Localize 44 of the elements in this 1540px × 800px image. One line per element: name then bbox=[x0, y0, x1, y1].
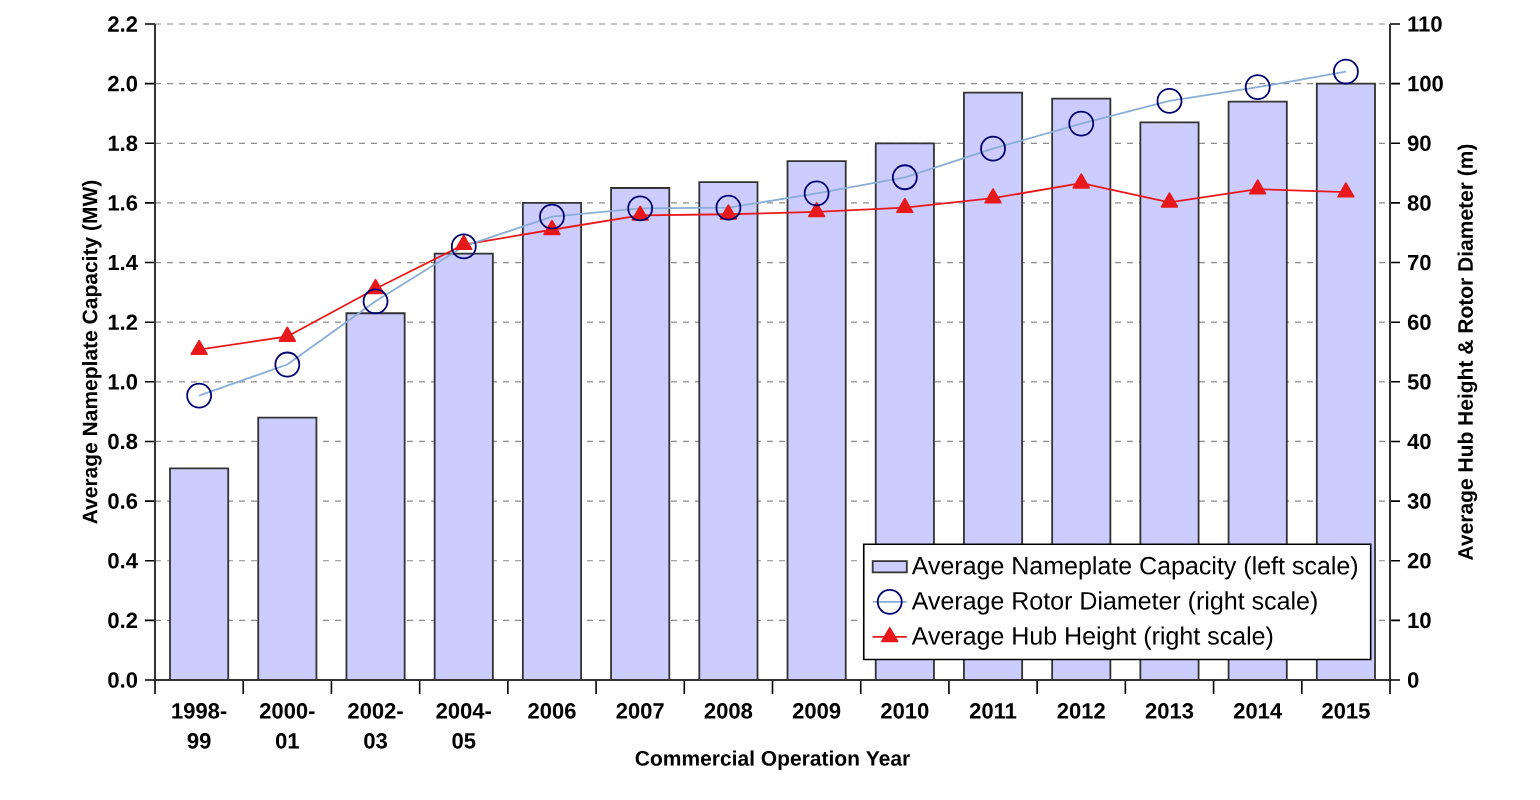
x-tick-label: 2006 bbox=[528, 703, 576, 719]
y-tick-label: 0.2 bbox=[108, 612, 138, 629]
y2-tick-label: 30 bbox=[1407, 493, 1431, 509]
y-tick-label: 2.0 bbox=[108, 75, 138, 92]
y2-tick-label: 50 bbox=[1407, 374, 1431, 390]
legend-label: Average Hub Height (right scale) bbox=[911, 626, 1273, 650]
x-tick-label: 2008 bbox=[704, 703, 753, 719]
x-tick-label: 2011 bbox=[969, 703, 1017, 719]
x-tick-label: 2014 bbox=[1233, 703, 1283, 719]
y-tick-label: 1.6 bbox=[108, 195, 138, 211]
x-tick-label: 2012 bbox=[1057, 703, 1105, 719]
y-tick-label: 2.2 bbox=[108, 16, 138, 32]
y-tick-label: 0.0 bbox=[108, 672, 138, 688]
x-tick-label: 2013 bbox=[1145, 703, 1194, 719]
y2-tick-label: 90 bbox=[1407, 135, 1431, 152]
y2-axis-title: Average Hub Height & Rotor Diameter (m) bbox=[1457, 144, 1478, 560]
x-axis-title: Commercial Operation Year bbox=[635, 750, 910, 770]
y-tick-label: 0.6 bbox=[108, 493, 138, 509]
legend-label: Average Rotor Diameter (right scale) bbox=[911, 591, 1317, 615]
y-axis-title: Average Nameplate Capacity (MW) bbox=[81, 180, 102, 524]
x-tick-label: 2010 bbox=[881, 703, 929, 719]
y2-tick-label: 40 bbox=[1407, 433, 1431, 450]
y2-tick-label: 80 bbox=[1407, 195, 1431, 211]
x-tick-label: 2009 bbox=[792, 703, 841, 719]
y-tick-label: 1.0 bbox=[108, 374, 138, 390]
y-tick-label: 0.4 bbox=[108, 552, 138, 569]
x-tick-label: 2015 bbox=[1322, 703, 1370, 719]
y2-tick-label: 20 bbox=[1407, 552, 1431, 569]
x-tick-label: 2002-03 bbox=[348, 703, 403, 749]
y-tick-label: 1.8 bbox=[108, 135, 138, 152]
y2-tick-label: 60 bbox=[1407, 314, 1431, 330]
x-tick-label: 2004-05 bbox=[436, 703, 491, 749]
y2-tick-label: 70 bbox=[1408, 254, 1431, 271]
x-tick-label: 2007 bbox=[616, 703, 664, 719]
y2-tick-label: 110 bbox=[1408, 16, 1442, 32]
x-tick-label: 1998-99 bbox=[172, 703, 227, 749]
x-tick-label: 2000-01 bbox=[259, 703, 315, 749]
y2-tick-label: 100 bbox=[1408, 75, 1443, 92]
y-tick-label: 0.8 bbox=[108, 433, 138, 450]
y2-tick-label: 10 bbox=[1408, 612, 1431, 629]
y-tick-label: 1.2 bbox=[108, 314, 138, 330]
legend-label: Average Nameplate Capacity (left scale) bbox=[911, 556, 1358, 580]
y2-tick-label: 0 bbox=[1407, 672, 1419, 688]
y-tick-label: 1.4 bbox=[108, 255, 138, 271]
